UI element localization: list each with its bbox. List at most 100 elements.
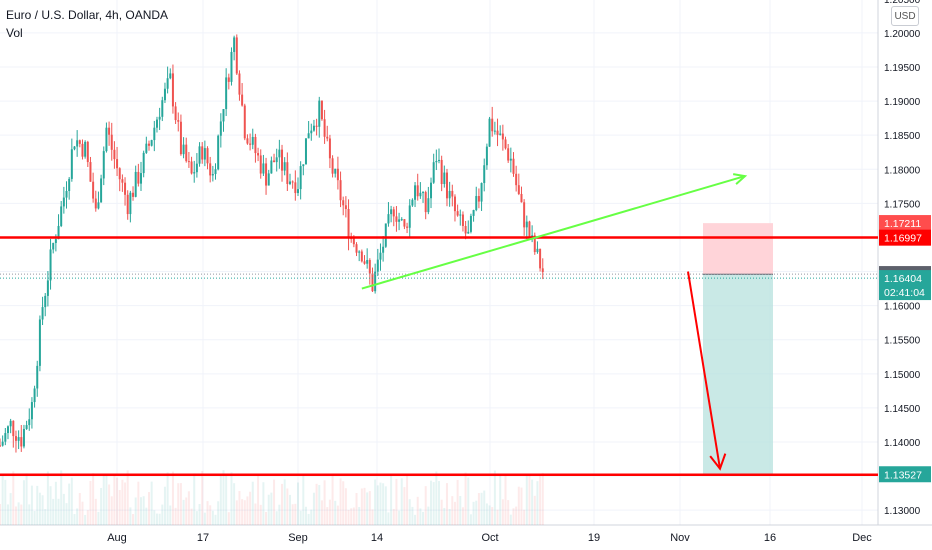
volume-bar [281,483,284,525]
volume-bar [533,495,536,525]
volume-bar [493,470,496,525]
trend-line-arrowhead [732,173,748,185]
volume-bar [182,499,185,525]
volume-bar [531,479,534,525]
candle-body [267,173,270,186]
volume-bar [124,482,127,525]
volume-bar [496,509,499,525]
volume-bar [92,473,95,525]
volume-bar [89,480,92,525]
candle-body [257,153,260,156]
volume-bar [336,505,339,525]
volume-bar [350,508,353,525]
candle-body [328,138,331,159]
candle-body [334,168,337,174]
candle-body [358,251,361,253]
volume-bar [485,503,488,525]
volume-bar [60,470,63,525]
candle-body [507,148,510,161]
candle-body [238,73,241,95]
volume-bar [193,473,196,525]
candle-body [44,295,47,308]
volume-bar [289,494,292,525]
candle-body [174,106,177,121]
candle-body [219,121,222,136]
candle-body [190,161,193,174]
volume-bar [41,495,44,525]
volume-bar [187,491,190,525]
candle-body [249,143,252,145]
y-tick-label: 1.19000 [884,97,921,108]
volume-bar [174,507,177,525]
volume-bar [145,507,148,525]
candle-body [310,130,313,134]
x-tick-label: 19 [588,532,600,544]
candle-body [270,160,273,174]
candle-body [315,125,318,127]
candle-body [76,140,79,147]
volume-label: Vol [6,26,23,40]
volume-bar [392,508,395,525]
candle-body [262,163,265,174]
candle-body [432,162,435,183]
volume-bar [6,504,9,525]
volume-bar [134,497,137,525]
candle-body [536,248,539,253]
candle-body [57,225,60,240]
volume-bar [366,492,369,525]
take-profit-zone [703,274,773,475]
candle-body [517,185,520,194]
volume-bar [171,471,174,525]
candle-body [46,280,49,296]
volume-bar [283,479,286,525]
candle-body [14,436,17,441]
volume-bar [132,514,135,525]
volume-bar [251,481,254,525]
volume-bar [408,499,411,525]
volume-bar [515,506,518,525]
currency-button[interactable]: USD [891,6,919,26]
candle-body [501,133,504,140]
candle-body [342,200,345,206]
volume-bar [477,493,480,525]
candle-body [68,178,71,192]
y-tick-label: 1.14500 [884,404,921,415]
volume-bar [243,500,246,525]
volume-bar [525,475,528,525]
volume-bar [22,480,25,525]
candle-body [89,162,92,182]
candle-body [102,151,105,179]
candle-body [195,163,198,173]
candle-body [233,37,236,52]
candle-body [246,138,249,144]
x-tick-label: Sep [288,532,308,544]
volume-bar [459,496,462,525]
candle-body [25,425,28,429]
candle-body [20,437,23,447]
candle-body [483,165,486,184]
candle-body [38,319,41,366]
candle-body [291,181,294,183]
candle-body [201,146,204,160]
candle-body [493,130,496,132]
volume-bar [230,472,233,525]
candle-body [65,191,68,198]
candle-body [304,138,307,165]
candle-body [453,196,456,212]
candle-body [480,183,483,202]
candle-body [376,259,379,272]
candle-body [211,174,214,176]
volume-bar [310,509,313,525]
candle-body [161,100,164,117]
candle-body [187,161,190,163]
candle-body [1,441,4,446]
volume-bar [155,513,158,525]
volume-bar [4,479,7,525]
candle-body [62,197,65,207]
candle-body [488,118,491,147]
volume-bar [517,486,520,525]
candle-body [347,209,350,239]
volume-bar [126,470,129,525]
candle-body [108,127,111,135]
candle-body [166,78,169,89]
